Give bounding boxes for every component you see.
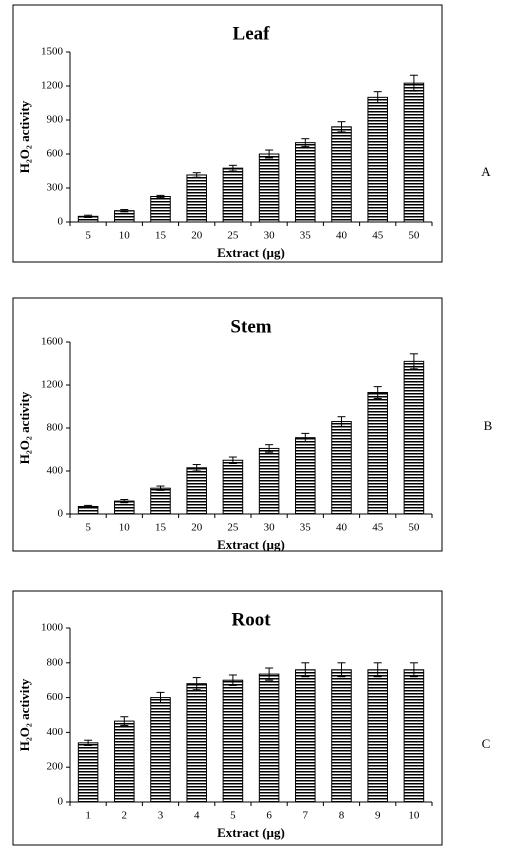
x-tick-label: 10: [119, 230, 131, 242]
bar: [295, 669, 316, 803]
bar: [114, 210, 135, 223]
bar: [150, 487, 171, 515]
x-tick-label: 35: [300, 230, 312, 242]
x-tick-label: 2: [122, 810, 128, 822]
bar: [114, 720, 135, 803]
bar: [186, 683, 207, 803]
bar: [186, 174, 207, 223]
y-tick-label: 900: [47, 114, 64, 126]
y-tick-label: 1000: [41, 622, 64, 634]
y-tick-label: 800: [47, 656, 64, 668]
chart-border: [12, 590, 443, 846]
x-tick-label: 45: [372, 230, 384, 242]
y-axis-label: H₂O₂ activity: [17, 678, 32, 751]
y-tick-label: 400: [47, 726, 64, 738]
bar: [150, 196, 171, 223]
bar: [186, 467, 207, 515]
x-tick-label: 3: [158, 810, 164, 822]
x-tick-label: 45: [372, 522, 384, 534]
y-tick-label: 0: [58, 508, 64, 520]
x-tick-label: 8: [339, 810, 345, 822]
x-tick-label: 15: [155, 230, 167, 242]
x-axis-label: Extract (µg): [217, 825, 285, 840]
y-tick-label: 800: [47, 422, 64, 434]
x-tick-label: 6: [266, 810, 272, 822]
y-tick-label: 1600: [41, 336, 64, 348]
x-tick-label: 40: [336, 522, 348, 534]
bar: [331, 669, 352, 803]
bar: [150, 697, 171, 803]
x-tick-label: 9: [375, 810, 381, 822]
bar: [77, 742, 99, 803]
bar: [295, 437, 316, 515]
chart-border: [12, 4, 443, 263]
bar: [222, 679, 244, 803]
y-tick-label: 1200: [41, 80, 64, 92]
x-tick-label: 5: [85, 230, 91, 242]
panel-label: A: [481, 164, 491, 179]
x-tick-label: 10: [408, 810, 420, 822]
x-tick-label: 1: [85, 810, 91, 822]
x-tick-label: 25: [227, 522, 239, 534]
chart-border: [12, 297, 443, 552]
x-tick-label: 5: [85, 522, 91, 534]
x-tick-label: 40: [336, 230, 348, 242]
chart-title: Stem: [230, 316, 271, 337]
x-axis-label: Extract (µg): [217, 245, 285, 260]
y-tick-label: 1500: [41, 46, 64, 58]
y-tick-label: 0: [58, 216, 64, 228]
bar: [367, 96, 388, 223]
bar: [403, 669, 425, 803]
y-tick-label: 600: [47, 691, 64, 703]
chart-title: Leaf: [233, 23, 271, 44]
bar: [367, 669, 388, 803]
panel-label: C: [482, 736, 491, 751]
bar: [367, 392, 388, 515]
bar: [258, 673, 280, 803]
x-tick-label: 50: [408, 230, 420, 242]
x-tick-label: 50: [408, 522, 420, 534]
x-tick-label: 7: [303, 810, 309, 822]
bar: [258, 447, 280, 515]
x-tick-label: 5: [230, 810, 236, 822]
x-tick-label: 30: [264, 522, 276, 534]
y-tick-label: 400: [47, 465, 64, 477]
y-tick-label: 600: [47, 148, 64, 160]
y-tick-label: 0: [58, 796, 64, 808]
x-tick-label: 35: [300, 522, 312, 534]
x-tick-label: 30: [264, 230, 276, 242]
bar: [331, 126, 352, 223]
x-tick-label: 10: [119, 522, 131, 534]
panel-label: B: [484, 418, 493, 433]
chart-title: Root: [231, 609, 271, 630]
bar: [295, 142, 316, 223]
y-axis-label: H₂O₂ activity: [17, 391, 32, 464]
y-tick-label: 300: [47, 182, 64, 194]
x-tick-label: 4: [194, 810, 200, 822]
bar: [258, 153, 280, 223]
x-tick-label: 25: [227, 230, 239, 242]
y-axis-label: H₂O₂ activity: [17, 100, 32, 173]
x-axis-label: Extract (µg): [217, 537, 285, 552]
bar: [222, 167, 244, 223]
x-tick-label: 20: [191, 230, 203, 242]
bar: [403, 82, 425, 223]
bar: [331, 421, 352, 515]
y-tick-label: 200: [47, 761, 64, 773]
x-tick-label: 15: [155, 522, 167, 534]
y-tick-label: 1200: [41, 379, 64, 391]
x-tick-label: 20: [191, 522, 203, 534]
bar: [403, 360, 425, 515]
bar: [222, 459, 244, 515]
